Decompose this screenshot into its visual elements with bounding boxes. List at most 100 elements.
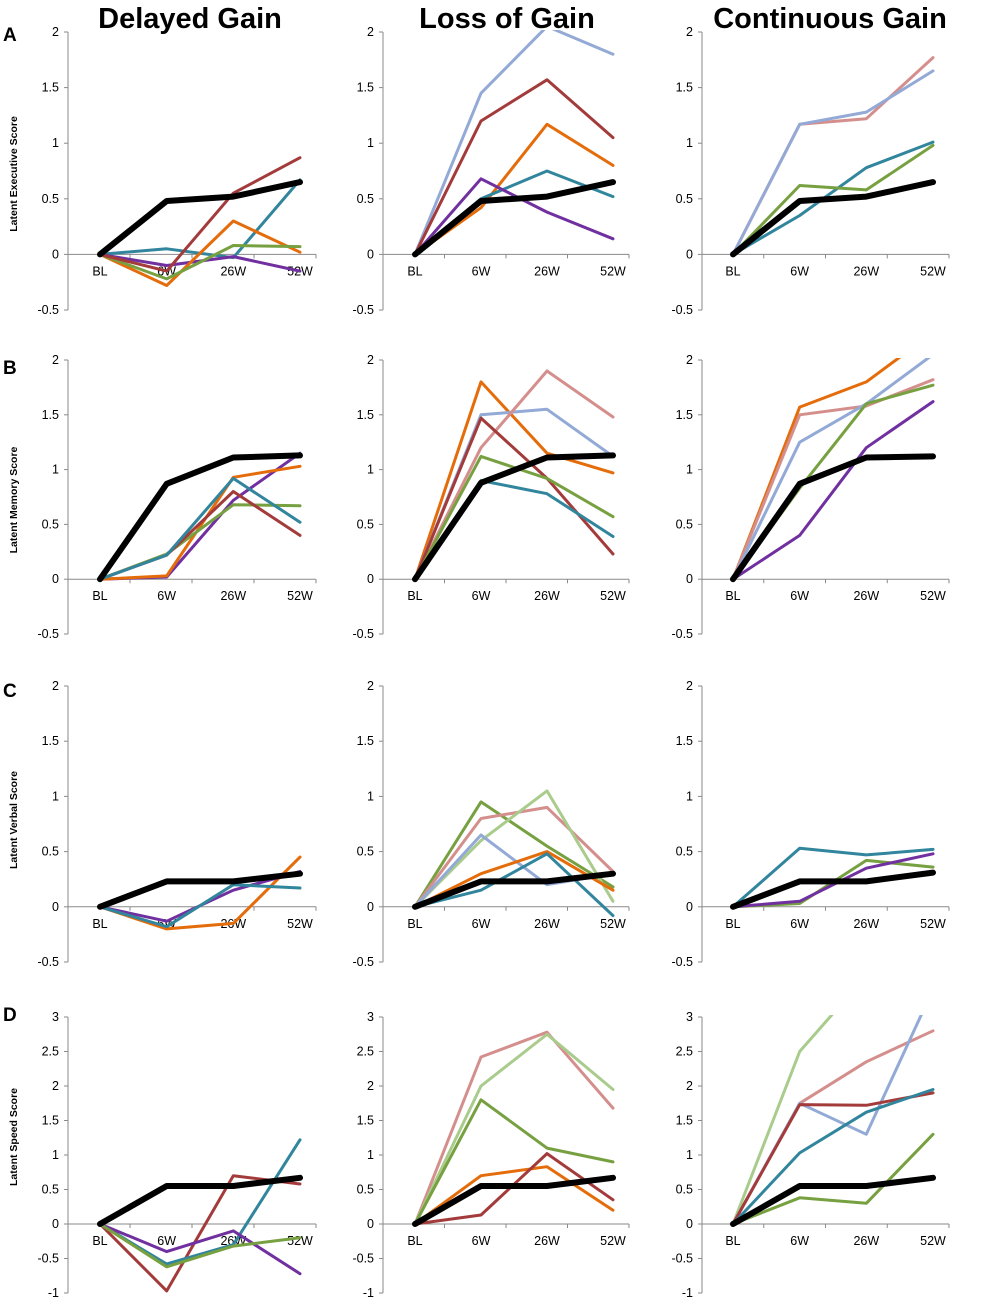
x-tick-label-52w: 52W [920,917,946,931]
y-tick-label: 2 [367,25,374,39]
y-tick-label: 2.5 [676,1045,693,1059]
series-line-green-5 [731,1132,935,1226]
x-tick-label-bl: BL [725,917,740,931]
y-tick-label: 2 [52,353,59,367]
series-group [730,56,936,258]
x-tick-label-52w: 52W [600,917,626,931]
y-tick-label: 1.5 [357,1114,374,1128]
series-line-orange-0 [413,380,615,581]
y-tick-label: 1.5 [357,408,374,422]
x-tick-label-bl: BL [407,264,422,278]
column-title-delayed-gain: Delayed Gain [98,3,282,35]
y-tick-label: 0.5 [676,517,693,531]
series-line-orange-4 [413,850,615,909]
series-line-pink-1 [731,1029,935,1226]
series-line-black-4 [730,179,936,258]
row-letter-d: D [3,1005,17,1026]
y-tick-label: 1.5 [357,734,374,748]
series-line-black-5 [730,453,936,583]
series-line-pink-0 [413,1030,615,1226]
series-line-darkred-0 [98,1174,302,1293]
series-line-orange-1 [98,464,302,581]
series-line-green-2 [413,1098,615,1226]
series-group [412,1030,616,1227]
x-tick-label-6w: 6W [790,264,809,278]
x-tick-label-52w: 52W [920,1234,946,1248]
y-tick-label: 1.5 [676,81,693,95]
y-tick-label: 1.5 [42,734,59,748]
series-line-teal-4 [731,1088,935,1226]
y-tick-label: 1 [367,1148,374,1162]
x-tick-label-bl: BL [92,589,107,603]
y-tick-label: 0.5 [357,845,374,859]
series-line-purple-4 [731,400,935,581]
x-tick-label-bl: BL [92,1234,107,1248]
y-tick-label: 2 [52,679,59,693]
series-group [97,451,303,583]
series-line-black-3 [730,869,936,910]
y-tick-label: -0.5 [671,627,693,641]
series-line-orange-2 [98,219,302,287]
series-line-black-6 [730,1174,936,1227]
x-tick-label-bl: BL [725,264,740,278]
x-tick-label-bl: BL [407,917,422,931]
x-tick-label-26w: 26W [534,589,560,603]
x-tick-label-26w: 26W [853,1234,879,1248]
y-tick-label: 1.5 [357,81,374,95]
y-tick-label: 0 [686,1217,693,1231]
x-tick-label-6w: 6W [472,1234,491,1248]
x-tick-label-26w: 26W [220,589,246,603]
y-tick-label: 2 [367,679,374,693]
x-tick-label-6w: 6W [472,917,491,931]
x-tick-label-26w: 26W [853,917,879,931]
x-tick-label-52w: 52W [920,264,946,278]
series-line-teal-5 [413,852,615,918]
x-tick-label-6w: 6W [472,264,491,278]
series-line-purple-2 [98,1222,302,1276]
series-line-black-5 [412,179,616,258]
series-line-black-4 [97,1174,303,1227]
y-tick-label: 2 [686,1079,693,1093]
y-tick-label: -1 [48,1286,59,1300]
column-title-continuous-gain: Continuous Gain [713,3,947,35]
ylabel-speed: Latent Speed Score [8,1088,20,1186]
series-line-green-3 [98,1222,302,1269]
y-tick-label: 1.5 [42,1114,59,1128]
x-tick-label-52w: 52W [287,1234,313,1248]
x-tick-label-6w: 6W [472,589,491,603]
series-line-periwinkle-1 [731,69,935,256]
x-tick-label-26w: 26W [853,264,879,278]
series-group [412,789,616,918]
series-line-periwinkle-2 [731,358,931,581]
y-tick-label: 0 [367,247,374,261]
row-letter-b: B [3,358,17,379]
y-tick-label: -1 [363,1286,374,1300]
y-tick-label: 1 [367,789,374,803]
column-title-loss-of-gain: Loss of Gain [419,3,595,35]
x-tick-label-bl: BL [92,264,107,278]
y-tick-label: 2 [686,25,693,39]
x-tick-label-6w: 6W [790,589,809,603]
panel-c-2: -0.5 0 0.5 1 1.5 2 BL 6W 26W 52W [352,679,630,969]
ylabel-memory: Latent Memory Score [8,446,20,553]
y-tick-label: 1 [52,1148,59,1162]
y-tick-label: 0 [686,247,693,261]
y-tick-label: 0 [686,572,693,586]
y-tick-label: -0.5 [671,955,693,969]
y-tick-label: 0 [686,900,693,914]
panel-a-2: -0.5 0 0.5 1 1.5 2 BL 6W 26W 52W [352,25,630,317]
series-line-teal-2 [731,140,935,256]
y-tick-label: 3 [367,1010,374,1024]
x-tick-label-52w: 52W [287,917,313,931]
series-line-darkred-4 [98,156,302,273]
y-tick-label: 1.5 [42,408,59,422]
x-tick-label-bl: BL [407,1234,422,1248]
y-tick-label: 0 [52,1217,59,1231]
x-tick-label-26w: 26W [853,589,879,603]
series-line-teal-1 [98,1138,302,1266]
panel-a-3: -0.5 0 0.5 1 1.5 2 BL 6W 26W 52W [671,25,950,317]
